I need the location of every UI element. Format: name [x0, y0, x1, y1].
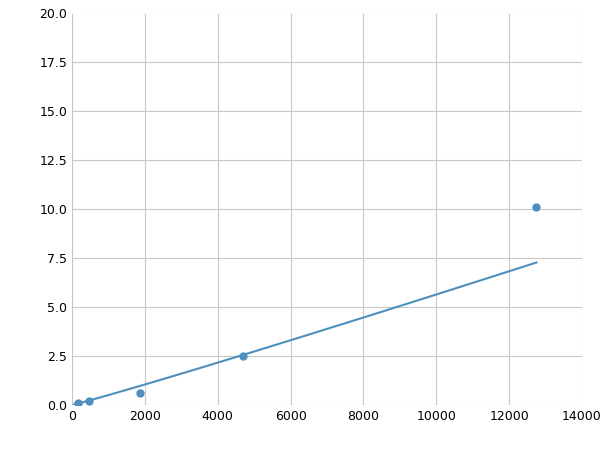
Point [238, 352, 248, 360]
Point [532, 204, 541, 211]
Point [73, 400, 82, 407]
Point [136, 390, 145, 397]
Point [84, 397, 94, 405]
